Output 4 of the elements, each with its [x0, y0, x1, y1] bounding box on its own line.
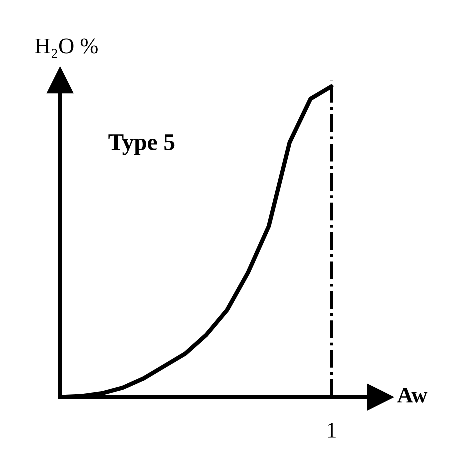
text: 1 — [328, 423, 336, 438]
y-axis-title: H₂O % — [35, 38, 98, 58]
annotation: Type 5 — [108, 134, 175, 156]
x-axis-title: Aw — [397, 388, 428, 403]
